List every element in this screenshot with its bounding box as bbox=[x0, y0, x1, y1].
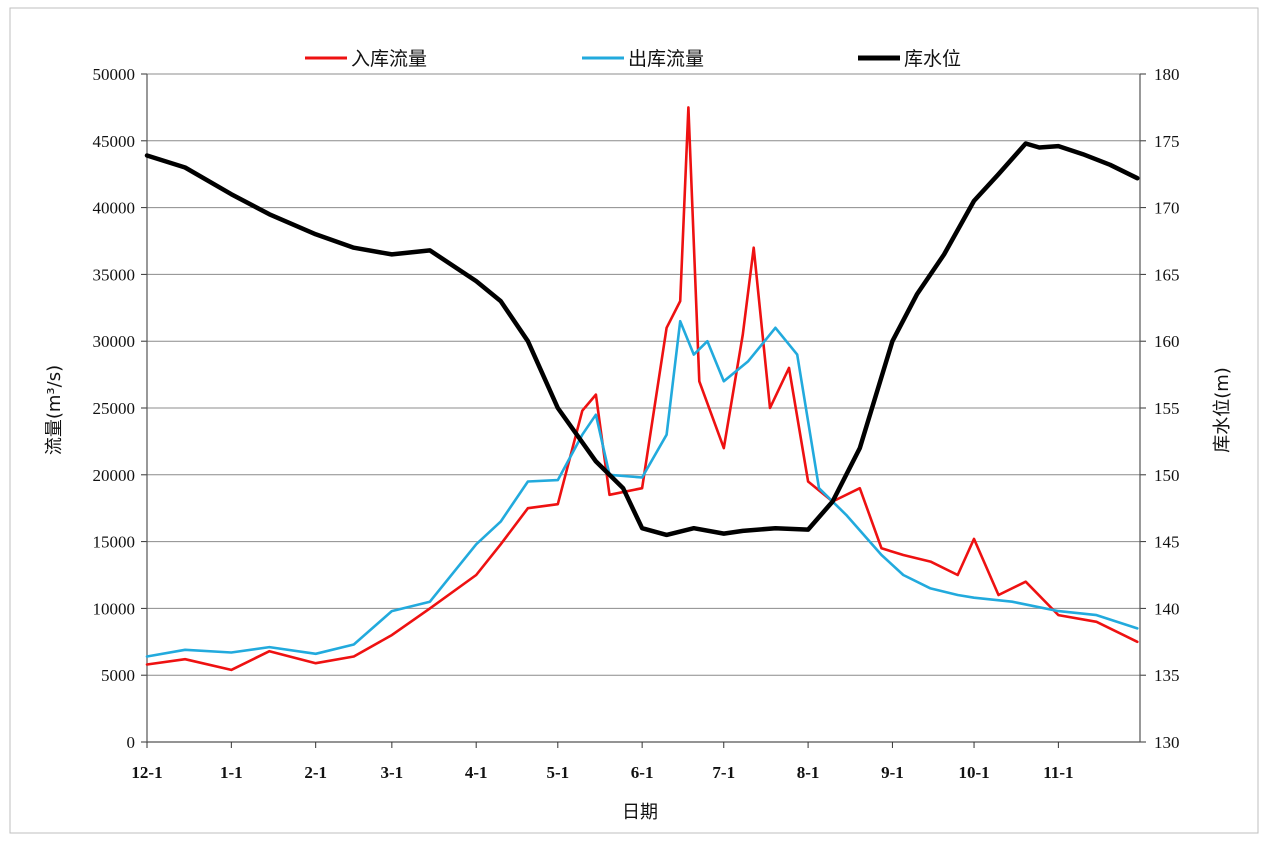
x-tick-label: 10-1 bbox=[958, 763, 989, 782]
y-left-tick-label: 45000 bbox=[93, 132, 136, 151]
outflow-line bbox=[145, 319, 1139, 658]
y-left-tick-label: 25000 bbox=[93, 399, 136, 418]
axes bbox=[141, 73, 1146, 748]
y-right-tick-label: 160 bbox=[1154, 332, 1180, 351]
y-right-tick-label: 140 bbox=[1154, 599, 1180, 618]
y-left-tick-label: 10000 bbox=[93, 599, 136, 618]
x-axis-title: 日期 bbox=[622, 802, 658, 823]
y-right-tick-label: 145 bbox=[1154, 533, 1180, 552]
y-axis-left-title: 流量(m³/s) bbox=[44, 365, 65, 455]
series-lines bbox=[144, 106, 1140, 672]
y-left-tick-label: 0 bbox=[127, 733, 136, 752]
tick-labels: 0 5000 10000 15000 20000 25000 30000 35000 40000… bbox=[93, 65, 1180, 782]
y-right-tick-label: 170 bbox=[1154, 199, 1180, 218]
x-tick-label: 5-1 bbox=[546, 763, 569, 782]
legend-label: 入库流量 bbox=[351, 48, 427, 70]
legend-label: 库水位 bbox=[904, 48, 961, 70]
x-tick-label: 12-1 bbox=[131, 763, 162, 782]
y-left-tick-label: 15000 bbox=[93, 533, 136, 552]
x-tick-label: 9-1 bbox=[881, 763, 904, 782]
x-tick-label: 11-1 bbox=[1043, 763, 1073, 782]
y-left-tick-label: 30000 bbox=[93, 332, 136, 351]
y-left-tick-label: 20000 bbox=[93, 466, 136, 485]
y-right-tick-label: 135 bbox=[1154, 666, 1180, 685]
x-tick-label: 7-1 bbox=[712, 763, 735, 782]
y-right-tick-label: 155 bbox=[1154, 399, 1180, 418]
x-tick-label: 8-1 bbox=[797, 763, 820, 782]
y-right-tick-label: 130 bbox=[1154, 733, 1180, 752]
legend-label: 出库流量 bbox=[628, 48, 704, 70]
y-axis-right-title: 库水位(m) bbox=[1212, 367, 1233, 453]
y-left-tick-label: 50000 bbox=[93, 65, 136, 84]
y-left-tick-label: 5000 bbox=[101, 666, 135, 685]
x-tick-label: 3-1 bbox=[381, 763, 404, 782]
y-right-tick-label: 180 bbox=[1154, 65, 1180, 84]
x-tick-label: 4-1 bbox=[465, 763, 488, 782]
water-level-line bbox=[144, 141, 1140, 538]
y-left-tick-label: 40000 bbox=[93, 199, 136, 218]
legend: 入库流量 出库流量 库水位 bbox=[305, 48, 961, 70]
inflow-line bbox=[145, 106, 1139, 672]
y-left-tick-label: 35000 bbox=[93, 265, 136, 284]
y-right-tick-label: 165 bbox=[1154, 265, 1180, 284]
y-right-tick-label: 150 bbox=[1154, 466, 1180, 485]
x-tick-label: 1-1 bbox=[220, 763, 243, 782]
x-tick-label: 2-1 bbox=[304, 763, 327, 782]
y-right-tick-label: 175 bbox=[1154, 132, 1180, 151]
x-tick-label: 6-1 bbox=[631, 763, 654, 782]
